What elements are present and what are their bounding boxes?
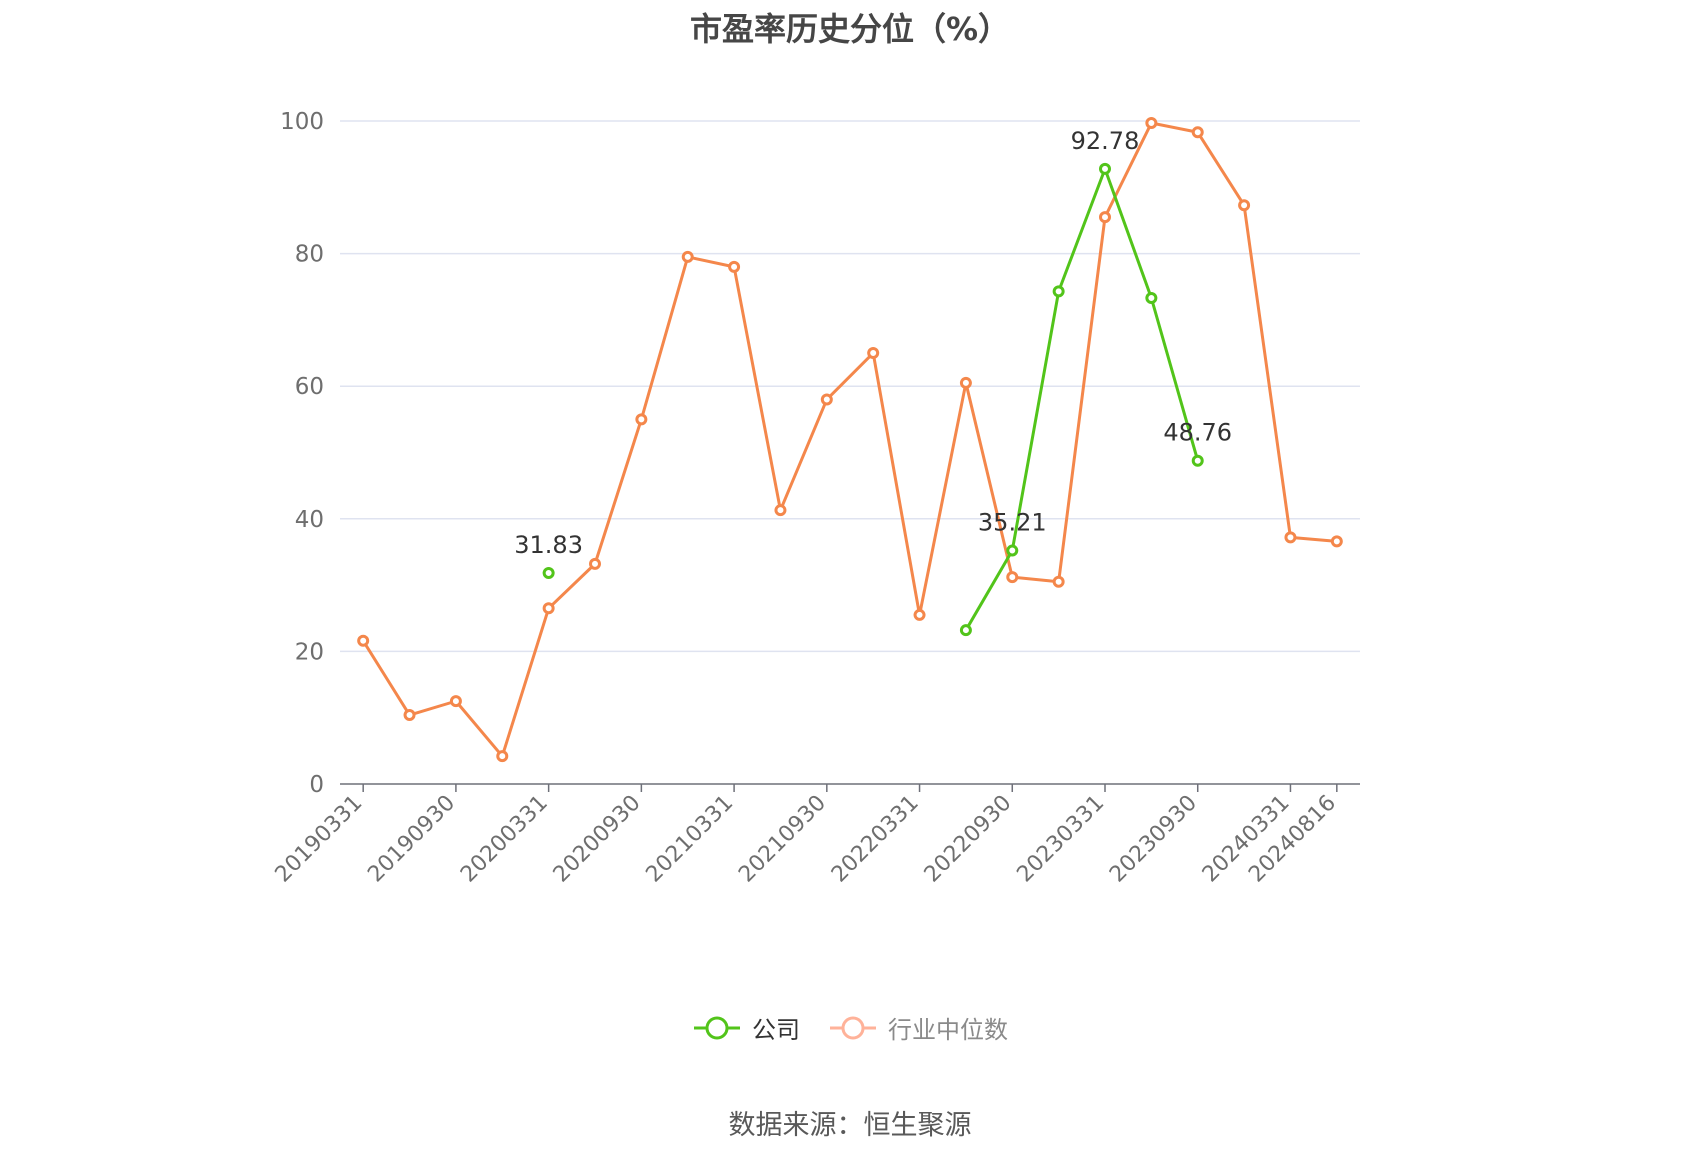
data-point xyxy=(867,347,880,360)
data-point xyxy=(1145,292,1158,305)
x-tick-label: 20210331 xyxy=(641,791,738,888)
legend-label: 公司 xyxy=(752,1016,800,1044)
y-tick-label: 100 xyxy=(280,109,324,135)
data-point xyxy=(820,393,833,406)
data-point xyxy=(913,608,926,621)
data-point xyxy=(1191,454,1204,467)
data-label: 48.76 xyxy=(1163,419,1232,447)
y-tick-label: 0 xyxy=(309,772,324,798)
data-point xyxy=(959,376,972,389)
data-point xyxy=(959,624,972,637)
data-point xyxy=(681,250,694,263)
data-point xyxy=(542,602,555,615)
data-point xyxy=(1006,571,1019,584)
legend-company-icon xyxy=(694,1016,740,1039)
data-point xyxy=(542,566,555,579)
data-source: 数据来源：恒生聚源 xyxy=(728,1110,972,1141)
x-tick-label: 20230930 xyxy=(1105,791,1202,888)
series-line xyxy=(964,167,1200,631)
data-point xyxy=(357,634,370,647)
data-point xyxy=(1006,544,1019,557)
x-tick-label: 20230331 xyxy=(1012,791,1109,888)
axes: 0 20 40 60 80 100 2019033120190930202003312020… xyxy=(271,109,1360,887)
series-line xyxy=(361,121,1337,758)
chart-title: 市盈率历史分位（%） xyxy=(689,10,1011,48)
x-tick-label: 20220930 xyxy=(920,791,1017,888)
y-tick-label: 80 xyxy=(295,242,324,268)
data-point xyxy=(635,413,648,426)
data-labels: 31.83 35.21 92.78 48.76 xyxy=(514,127,1232,559)
legend-industry-icon xyxy=(830,1016,876,1039)
x-tick-label: 20190331 xyxy=(271,791,368,888)
x-tick-label: 20200331 xyxy=(456,791,553,888)
data-label: 31.83 xyxy=(514,531,583,559)
x-tick-label: 20220331 xyxy=(827,791,924,888)
data-point xyxy=(1191,126,1204,139)
data-point xyxy=(1052,575,1065,588)
y-tick-label: 20 xyxy=(295,639,324,665)
series-industry xyxy=(357,116,1343,763)
y-tick-label: 60 xyxy=(295,374,324,400)
x-tick-label: 20190930 xyxy=(363,791,460,888)
data-point xyxy=(1145,116,1158,129)
data-point xyxy=(1099,211,1111,224)
series-company xyxy=(542,162,1204,637)
x-tick-label: 20210930 xyxy=(734,791,831,888)
data-point xyxy=(1330,535,1343,548)
data-point xyxy=(589,557,601,570)
data-point xyxy=(449,695,462,708)
y-tick-label: 40 xyxy=(295,507,324,533)
data-point xyxy=(774,504,787,517)
x-tick-label: 20200930 xyxy=(549,791,646,888)
data-point xyxy=(1052,285,1065,298)
data-label: 35.21 xyxy=(978,509,1047,537)
legend-label: 行业中位数 xyxy=(888,1016,1008,1044)
data-point xyxy=(1284,531,1297,544)
data-point xyxy=(496,750,509,763)
legend: 公司 行业中位数 xyxy=(0,1010,1700,1045)
legend-item-industry[interactable]: 行业中位数 xyxy=(828,1010,1008,1045)
data-point xyxy=(1238,199,1251,212)
chart-area: 0 20 40 60 80 100 2019033120190930202003312020… xyxy=(271,109,1360,887)
data-label: 92.78 xyxy=(1071,127,1140,155)
legend-item-company[interactable]: 公司 xyxy=(692,1010,800,1045)
data-point xyxy=(1099,162,1111,175)
data-point xyxy=(728,260,741,273)
grid-lines xyxy=(340,120,1360,653)
series-lines xyxy=(357,116,1343,763)
data-point xyxy=(403,709,416,722)
